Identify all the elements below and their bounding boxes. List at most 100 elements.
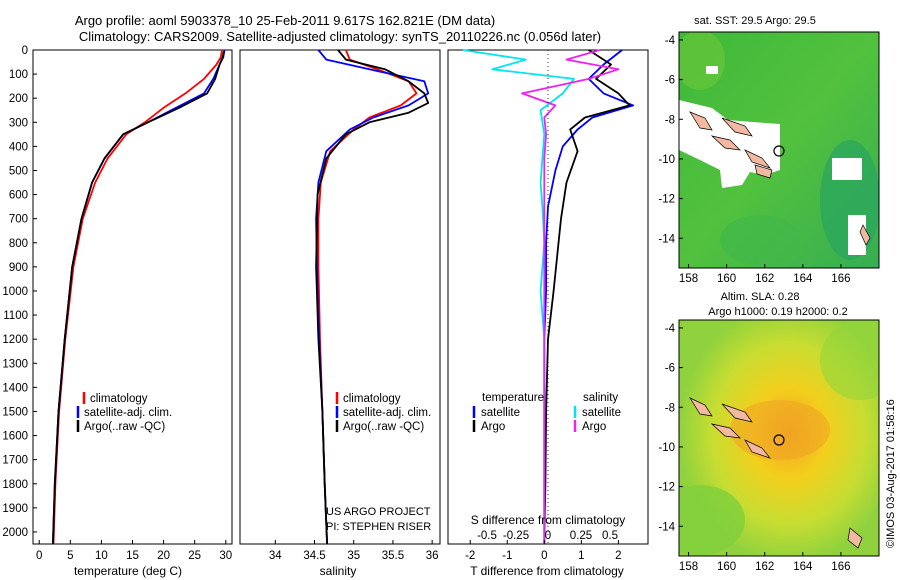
s-difference-label: S difference from climatology	[471, 513, 626, 527]
map-x-tick-label: 158	[679, 273, 698, 285]
s-tick-label: 0	[545, 530, 551, 542]
sla-argo-marker	[773, 434, 785, 446]
depth-tick-label: 1600	[2, 431, 28, 443]
map-x-tick-label: 166	[831, 561, 850, 573]
map-x-tick-label: 158	[679, 561, 698, 573]
title-line1: Argo profile: aoml 5903378_10 25-Feb-201…	[75, 13, 495, 28]
series-line-argo-raw-qc-	[52, 51, 225, 545]
sla-map-x-ticks: 158 160 162 164 166	[679, 552, 850, 573]
legend-temperature-title: temperature	[482, 392, 544, 404]
temperature-series	[52, 49, 226, 545]
depth-tick-label: 1500	[2, 406, 28, 418]
map-x-tick-label: 166	[831, 273, 850, 285]
title-line2: Climatology: CARS2009. Satellite-adjuste…	[79, 29, 601, 44]
pi-annotation: PI: STEPHEN RISER	[326, 521, 431, 533]
imos-credit: ©IMOS 03-Aug-2017 01:58:16	[885, 399, 897, 548]
map-y-tick-label: -6	[665, 363, 675, 375]
salinity-legend: climatology satellite-adj. clim. Argo(..…	[326, 392, 431, 533]
map-y-tick-label: -14	[658, 233, 675, 245]
map-y-tick-label: -4	[665, 323, 676, 335]
s-tick-label: 0.25	[570, 530, 592, 542]
series-line-temperature-argo	[543, 49, 631, 545]
diff-legend-t-satellite: satellite	[481, 407, 520, 419]
temperature-legend: climatology satellite-adj. clim. Argo(..…	[76, 392, 172, 433]
x-tick-label: 20	[157, 550, 170, 562]
depth-tick-label: 800	[9, 238, 28, 250]
x-tick-label: 1	[578, 550, 584, 562]
difference-panel-frame	[447, 49, 649, 545]
depth-tick-label: 900	[9, 262, 28, 274]
map-y-tick-label: -10	[658, 442, 675, 454]
depth-tick-label: 300	[9, 117, 28, 129]
sal-legend-satellite-adj: satellite-adj. clim.	[343, 407, 431, 419]
sla-map-frame	[678, 319, 880, 557]
t-difference-x-ticks: -2 -1 0 1 2	[465, 540, 622, 562]
depth-tick-label: 0	[22, 45, 28, 57]
map-y-tick-label: -8	[665, 402, 675, 414]
x-tick-label: 35	[347, 550, 360, 562]
difference-legend: temperature satellite Argo salinity sate…	[472, 392, 621, 433]
depth-tick-label: 1900	[2, 503, 28, 515]
x-tick-label: 5	[67, 550, 73, 562]
project-annotation: US ARGO PROJECT	[326, 506, 431, 518]
sal-legend-climatology: climatology	[343, 393, 401, 405]
s-tick-label: 0.5	[602, 530, 618, 542]
diff-legend-s-argo: Argo	[582, 421, 606, 433]
map-y-tick-label: -14	[658, 521, 675, 533]
sst-argo-marker	[773, 145, 785, 157]
depth-tick-label: 400	[9, 141, 28, 153]
series-line-climatology	[52, 49, 223, 545]
x-tick-label: 15	[126, 550, 139, 562]
depth-tick-label: 600	[9, 190, 28, 202]
map-x-tick-label: 164	[793, 273, 813, 285]
sst-map-title: sat. SST: 29.5 Argo: 29.5	[694, 15, 816, 27]
legend-satellite-adj: satellite-adj. clim.	[84, 407, 172, 419]
sst-map-y-ticks: -4 -6 -8 -10 -12 -14	[658, 35, 683, 245]
x-tick-label: 34.5	[303, 550, 325, 562]
depth-tick-label: 200	[9, 93, 28, 105]
depth-tick-label: 1300	[2, 358, 28, 370]
x-tick-label: -2	[465, 550, 475, 562]
series-line-argo-raw-qc-	[315, 49, 430, 545]
map-y-tick-label: -10	[658, 154, 675, 166]
x-tick-label: 35.5	[382, 550, 404, 562]
map-x-tick-label: 162	[755, 561, 774, 573]
map-x-tick-label: 160	[717, 561, 736, 573]
map-x-tick-label: 160	[717, 273, 736, 285]
salinity-series	[315, 49, 430, 545]
legend-argo: Argo(..raw -QC)	[84, 421, 165, 433]
s-difference-ticks: -0.5 -0.25 0 0.25 0.5	[477, 530, 618, 542]
sal-legend-argo: Argo(..raw -QC)	[343, 421, 424, 433]
depth-tick-label: 1800	[2, 479, 28, 491]
sla-map-y-ticks: -4 -6 -8 -10 -12 -14	[658, 323, 683, 533]
s-tick-label: -0.5	[477, 530, 497, 542]
depth-tick-label: 1100	[3, 310, 28, 322]
series-line-satellite-adj-clim-	[52, 49, 226, 545]
x-tick-label: 30	[219, 550, 232, 562]
depth-tick-label: 1200	[2, 334, 28, 346]
map-y-tick-label: -6	[665, 75, 675, 87]
x-tick-label: 0	[36, 550, 42, 562]
sst-map-frame	[678, 31, 880, 269]
series-line-satellite-adj-clim-	[315, 49, 430, 545]
s-tick-label: -0.25	[503, 530, 529, 542]
depth-tick-label: 1000	[2, 286, 28, 298]
map-x-tick-label: 164	[793, 561, 813, 573]
x-tick-label: 10	[95, 550, 108, 562]
depth-tick-label: 1400	[2, 382, 28, 394]
salinity-x-ticks: 34 34.5 35 35.5 36	[269, 540, 439, 562]
diff-legend-t-argo: Argo	[481, 421, 505, 433]
map-y-tick-label: -4	[665, 35, 676, 47]
sst-map-x-ticks: 158 160 162 164 166	[679, 264, 850, 285]
salinity-xlabel: salinity	[320, 564, 357, 578]
depth-tick-label: 700	[9, 214, 28, 226]
map-x-tick-label: 162	[755, 273, 774, 285]
depth-axis: 0 100 200 300 400 500 600 700 800 900 1000 1100 1200…	[2, 45, 37, 539]
sla-map-subtitle: Argo h1000: 0.19 h2000: 0.2	[708, 306, 847, 318]
sla-map-title: Altim. SLA: 0.28	[721, 291, 800, 303]
map-y-tick-label: -12	[658, 194, 675, 206]
x-tick-label: 34	[269, 550, 282, 562]
map-y-tick-label: -12	[658, 482, 675, 494]
x-tick-label: 0	[541, 550, 547, 562]
